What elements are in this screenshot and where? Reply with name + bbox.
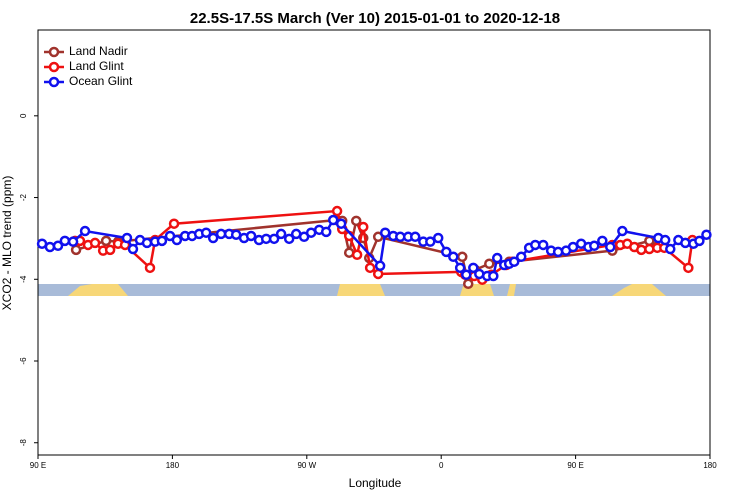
data-point — [305, 227, 317, 238]
legend-marker — [48, 61, 60, 73]
data-point — [432, 232, 444, 244]
data-point — [644, 243, 655, 255]
data-point — [275, 228, 287, 240]
land-patch — [507, 284, 516, 296]
data-point — [156, 235, 168, 247]
data-point — [425, 236, 436, 247]
data-point — [268, 233, 280, 245]
data-point — [121, 232, 133, 244]
data-point — [351, 249, 363, 261]
data-point — [589, 240, 600, 252]
data-point — [364, 262, 376, 274]
data-point — [144, 262, 156, 274]
y-tick-label: -4 — [19, 275, 28, 283]
x-tick-label: 90 E — [30, 461, 46, 470]
land-patch — [68, 284, 128, 296]
legend-label: Land Nadir — [69, 44, 128, 58]
data-point — [379, 227, 391, 238]
data-point — [659, 234, 671, 246]
data-point — [683, 262, 694, 274]
data-point — [441, 246, 452, 258]
data-point — [67, 236, 79, 247]
data-point — [283, 233, 295, 245]
data-point — [604, 241, 616, 253]
y-tick-label: -8 — [19, 439, 28, 447]
data-point — [350, 215, 362, 227]
x-tick-label: 180 — [703, 461, 717, 470]
data-point — [320, 226, 332, 238]
data-point — [215, 228, 227, 240]
data-point — [537, 239, 549, 251]
data-point — [680, 237, 691, 249]
data-point — [508, 256, 520, 267]
data-point — [100, 235, 112, 247]
data-point — [207, 232, 219, 244]
data-point — [567, 241, 579, 253]
data-point — [200, 227, 212, 238]
data-point — [70, 244, 82, 256]
data-point — [372, 268, 384, 280]
legend-marker — [48, 76, 60, 88]
x-axis-label: Longitude — [349, 476, 402, 490]
data-point — [617, 225, 628, 237]
y-tick-label: -6 — [19, 357, 28, 365]
data-point — [89, 237, 101, 249]
x-tick-label: 180 — [166, 461, 180, 470]
data-point — [335, 218, 347, 229]
data-point — [484, 258, 495, 269]
legend-marker — [48, 46, 60, 58]
data-point — [552, 246, 564, 258]
data-point — [52, 240, 64, 252]
data-point — [701, 229, 712, 240]
data-point — [488, 270, 499, 282]
x-tick-label: 90 E — [567, 461, 583, 470]
x-tick-label: 90 W — [297, 461, 316, 470]
chart-title: 22.5S-17.5S March (Ver 10) 2015-01-01 to… — [190, 10, 560, 27]
data-point — [491, 252, 503, 264]
data-point — [448, 251, 459, 263]
data-point — [665, 243, 676, 255]
data-point — [461, 269, 472, 281]
land-ocean-strip — [38, 284, 710, 296]
data-point — [374, 260, 386, 272]
y-tick-label: 0 — [19, 113, 28, 118]
data-point — [168, 218, 180, 229]
x-tick-label: 0 — [439, 461, 444, 470]
data-point — [597, 235, 608, 247]
data-point — [694, 235, 705, 247]
data-point — [171, 234, 183, 246]
data-point — [636, 244, 647, 256]
y-tick-label: -2 — [19, 193, 28, 201]
land-patch — [612, 284, 666, 296]
legend-label: Ocean Glint — [69, 74, 133, 88]
data-point — [468, 262, 479, 274]
data-point — [59, 235, 71, 247]
data-point — [409, 231, 421, 243]
data-point — [457, 251, 468, 263]
land-patch — [337, 284, 385, 296]
data-point — [331, 205, 343, 217]
data-point — [79, 225, 91, 237]
y-axis-label: XCO2 - MLO trend (ppm) — [0, 176, 14, 311]
data-point — [462, 278, 474, 290]
data-point — [104, 244, 116, 256]
data-point — [357, 221, 369, 233]
data-point — [44, 241, 56, 253]
legend-label: Land Glint — [69, 59, 124, 73]
data-point — [127, 243, 139, 255]
data-point — [141, 237, 153, 249]
data-point — [327, 214, 339, 226]
data-point — [454, 262, 466, 274]
data-point — [245, 230, 257, 242]
data-point — [515, 251, 527, 263]
